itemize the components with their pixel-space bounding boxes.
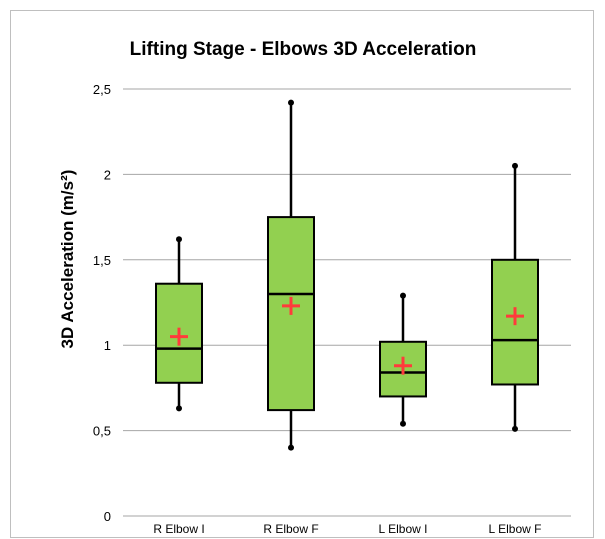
- category-label: R Elbow I: [153, 522, 204, 536]
- chart-area: Lifting Stage - Elbows 3D Acceleration 3…: [10, 10, 594, 538]
- box-4: [491, 162, 539, 432]
- box-3: [379, 292, 427, 427]
- boxplot-chart: Lifting Stage - Elbows 3D Acceleration 3…: [58, 39, 571, 536]
- y-tick-label: 0,5: [93, 424, 111, 439]
- boxes: [155, 99, 539, 451]
- box-1: [155, 236, 203, 412]
- y-axis-ticks: 0 0,5 1 1,5 2 2,5: [93, 82, 111, 524]
- y-axis-label: 3D Acceleration (m/s²): [58, 170, 77, 349]
- whisker-cap-min: [176, 405, 182, 412]
- whisker-cap-min: [400, 420, 406, 427]
- whisker-cap-min: [512, 425, 518, 432]
- chart-title: Lifting Stage - Elbows 3D Acceleration: [130, 39, 477, 60]
- whisker-cap-min: [288, 444, 294, 451]
- box-2: [267, 99, 315, 451]
- y-tick-label: 1,5: [93, 253, 111, 268]
- x-axis-categories: R Elbow I R Elbow F L Elbow I L Elbow F: [153, 522, 541, 536]
- whisker-cap-max: [400, 292, 406, 299]
- whisker-cap-max: [512, 162, 518, 169]
- whisker-cap-max: [288, 99, 294, 106]
- category-label: R Elbow F: [263, 522, 318, 536]
- y-tick-label: 1: [104, 338, 111, 353]
- y-tick-label: 0: [104, 509, 111, 524]
- category-label: L Elbow F: [489, 522, 542, 536]
- whisker-cap-max: [176, 236, 182, 243]
- category-label: L Elbow I: [379, 522, 428, 536]
- y-tick-label: 2,5: [93, 82, 111, 97]
- y-tick-label: 2: [104, 167, 111, 182]
